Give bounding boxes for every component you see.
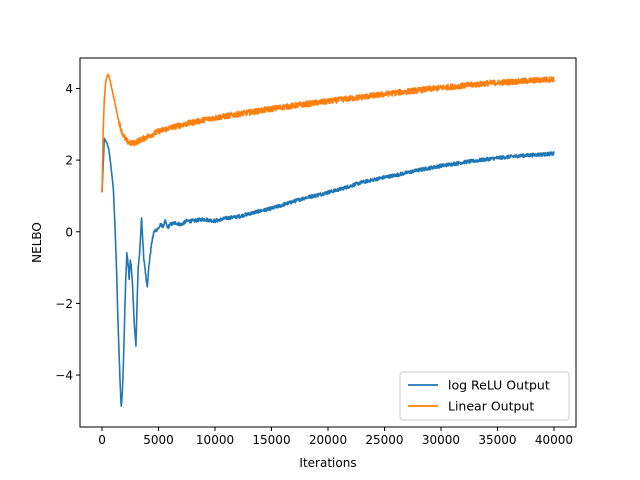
x-tick-label: 40000 (535, 433, 573, 447)
legend-label-log-relu-output: log ReLU Output (448, 378, 550, 393)
y-tick-label: −4 (55, 369, 73, 383)
series-line-log-relu-output (101, 137, 555, 408)
y-axis-ticks: −4 −2 0 2 4 (55, 82, 80, 383)
legend-box (399, 371, 570, 421)
x-tick-label: 0 (98, 433, 106, 447)
y-tick-label: 4 (65, 82, 73, 96)
x-tick-label: 20000 (309, 433, 347, 447)
y-tick-label: 2 (65, 154, 73, 168)
series-layer (101, 73, 555, 408)
x-axis-label: Iterations (299, 456, 356, 470)
y-tick-label: 0 (65, 225, 73, 239)
x-axis-ticks: 0 5000 10000 15000 20000 25000 30000 35000 40000 (98, 427, 573, 447)
legend-label-linear-output: Linear Output (448, 399, 534, 414)
x-tick-label: 25000 (365, 433, 403, 447)
x-tick-label: 5000 (143, 433, 174, 447)
x-tick-label: 35000 (478, 433, 516, 447)
x-tick-label: 15000 (252, 433, 290, 447)
y-axis-label: NELBO (30, 222, 44, 263)
legend: log ReLU Output Linear Output (399, 371, 570, 421)
series-line-linear-output (101, 73, 555, 193)
y-tick-label: −2 (55, 297, 73, 311)
x-tick-label: 30000 (422, 433, 460, 447)
x-tick-label: 10000 (196, 433, 234, 447)
